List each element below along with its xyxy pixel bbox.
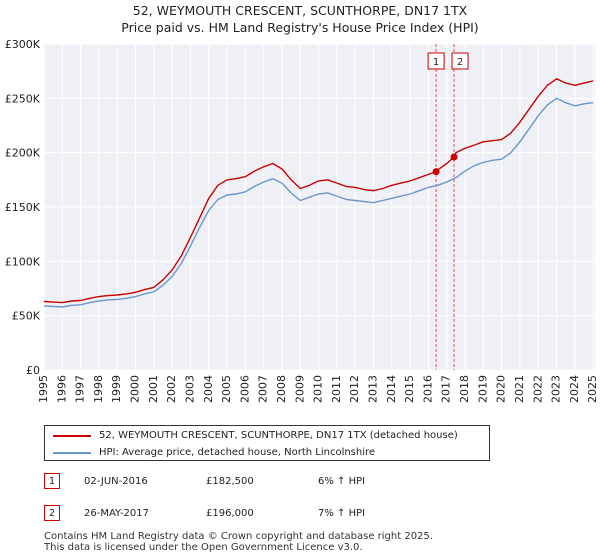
price-chart: £0 £50K £100K £150K £200K £250K £300K 1995 1996 1… [5, 38, 599, 403]
legend-label-hpi: HPI: Average price, detached house, Nort… [99, 447, 376, 458]
x-tick-label: 2017 [440, 375, 453, 403]
x-tick-label: 2001 [147, 375, 160, 403]
x-tick-label: 2006 [238, 375, 251, 403]
x-tick-label: 2012 [348, 375, 361, 403]
hpi-line [43, 97, 594, 308]
chart-title-line2: Price paid vs. HM Land Registry's House … [121, 20, 479, 35]
x-tick-label: 2010 [312, 375, 325, 403]
y-tick-label: £0 [26, 364, 40, 377]
x-tick-label: 1997 [74, 375, 87, 403]
x-tick-label: 2022 [531, 375, 544, 403]
x-tick-label: 2015 [403, 375, 416, 403]
x-tick-label: 2014 [385, 375, 398, 403]
x-tick-label: 2018 [458, 375, 471, 403]
transaction-row: 2 26-MAY-2017 £196,000 7% ↑ HPI [0, 504, 600, 524]
x-tick-label: 2016 [421, 375, 434, 403]
attribution: Contains HM Land Registry data © Crown c… [44, 531, 433, 553]
transaction-date: 26-MAY-2017 [84, 508, 150, 519]
sale-marker-label: 1 [433, 57, 439, 68]
transaction-price: £196,000 [206, 508, 254, 519]
x-tick-label: 2002 [165, 375, 178, 403]
x-tick-label: 2008 [275, 375, 288, 403]
sale-marker-label: 2 [457, 57, 463, 68]
y-tick-label: £300K [5, 38, 41, 51]
y-tick-label: £50K [12, 310, 41, 323]
x-tick-label: 2013 [367, 375, 380, 403]
chart-title-line1: 52, WEYMOUTH CRESCENT, SCUNTHORPE, DN17 … [132, 3, 468, 18]
y-tick-label: £250K [5, 92, 41, 105]
legend-swatch-hpi [53, 452, 91, 454]
transaction-badge: 1 [44, 473, 60, 489]
transaction-row: 1 02-JUN-2016 £182,500 6% ↑ HPI [0, 472, 600, 492]
x-tick-label: 1999 [110, 375, 123, 403]
x-tick-label: 1995 [37, 375, 50, 403]
attribution-line1: Contains HM Land Registry data © Crown c… [44, 531, 433, 542]
legend: 52, WEYMOUTH CRESCENT, SCUNTHORPE, DN17 … [44, 425, 490, 461]
transaction-hpi-change: 6% ↑ HPI [318, 476, 366, 487]
x-tick-label: 2003 [183, 375, 196, 403]
x-tick-label: 2007 [257, 375, 270, 403]
x-tick-label: 2020 [495, 375, 508, 403]
x-tick-label: 2021 [513, 375, 526, 403]
attribution-line2: This data is licensed under the Open Gov… [44, 542, 363, 553]
y-tick-label: £150K [5, 201, 41, 214]
x-tick-label: 2000 [129, 375, 142, 403]
transaction-price: £182,500 [206, 476, 254, 487]
x-tick-label: 2024 [568, 375, 581, 403]
x-tick-label: 2023 [550, 375, 563, 403]
y-tick-label: £200K [5, 147, 41, 160]
property-price-line [43, 78, 594, 304]
x-tick-label: 2011 [330, 375, 343, 403]
x-tick-label: 2004 [202, 375, 215, 403]
x-tick-label: 2009 [293, 375, 306, 403]
transaction-hpi-change: 7% ↑ HPI [318, 508, 366, 519]
x-tick-label: 2005 [220, 375, 233, 403]
sale-marker-badge [427, 52, 445, 70]
x-tick-label: 2019 [476, 375, 489, 403]
x-tick-label: 2025 [586, 375, 599, 403]
y-tick-label: £100K [5, 255, 41, 268]
x-tick-label: 1998 [92, 375, 105, 403]
x-tick-label: 1996 [55, 375, 68, 403]
transaction-badge: 2 [44, 505, 60, 521]
sale-point [432, 168, 440, 176]
sale-marker-badge [451, 52, 469, 70]
transaction-date: 02-JUN-2016 [84, 476, 148, 487]
legend-swatch-property [53, 435, 91, 437]
sale-point [450, 153, 458, 161]
legend-label-property: 52, WEYMOUTH CRESCENT, SCUNTHORPE, DN17 … [99, 430, 458, 441]
